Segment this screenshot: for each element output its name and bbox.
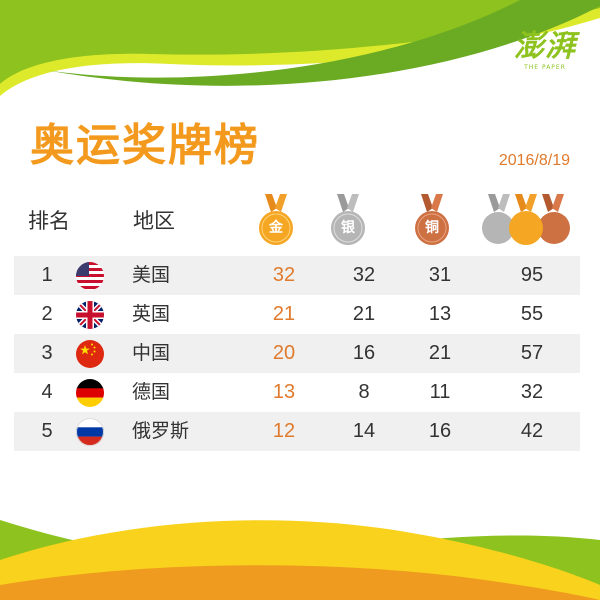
- germany-flag-icon: [76, 379, 104, 407]
- bronze-count: 11: [429, 381, 451, 403]
- silver-count: 21: [352, 303, 376, 325]
- table-row: 3 中国 20 16 21 57: [14, 334, 580, 373]
- total-medals-icon: [478, 192, 574, 248]
- rank-header: 排名: [28, 209, 70, 233]
- silver-medal-label: 银: [341, 220, 355, 236]
- total-count: 55: [520, 303, 544, 325]
- gold-count: 13: [272, 381, 296, 403]
- country-name: 俄罗斯: [132, 420, 190, 442]
- gold-medal-icon: 金: [258, 192, 294, 248]
- total-count: 32: [520, 381, 544, 403]
- country-name: 美国: [132, 264, 171, 286]
- bronze-count: 13: [428, 303, 452, 325]
- bronze-count: 16: [428, 420, 452, 442]
- medal-table: 1 美国 32 32 31: [14, 256, 580, 451]
- russia-flag-icon: [76, 418, 104, 446]
- rank-cell: 2: [41, 303, 53, 325]
- total-count: 57: [520, 342, 544, 364]
- gold-count: 32: [272, 264, 296, 286]
- gold-medal-label: 金: [269, 220, 283, 236]
- region-header: 地区: [133, 209, 175, 233]
- silver-medal-icon: 银: [330, 192, 366, 248]
- total-count: 95: [520, 264, 544, 286]
- bronze-medal-icon: 铜: [414, 192, 450, 248]
- silver-count: 14: [352, 420, 376, 442]
- country-name: 中国: [132, 342, 171, 364]
- rank-cell: 3: [41, 342, 53, 364]
- date-label: 2016/8/19: [498, 152, 570, 169]
- page-title: 奥运奖牌榜: [30, 120, 260, 171]
- total-count: 42: [520, 420, 544, 442]
- gold-count: 21: [272, 303, 296, 325]
- bronze-medal-label: 铜: [425, 220, 439, 236]
- table-row: 5 俄罗斯 12 14 16 42: [14, 412, 580, 451]
- rank-cell: 4: [41, 381, 53, 403]
- china-flag-icon: [76, 340, 104, 368]
- silver-count: 32: [352, 264, 376, 286]
- bronze-count: 21: [428, 342, 452, 364]
- table-row: 2 英国 21 21 13: [14, 295, 580, 334]
- country-name: 英国: [132, 303, 171, 325]
- silver-count: 16: [352, 342, 376, 364]
- bronze-count: 31: [428, 264, 452, 286]
- logo: 澎湃 THE PAPER: [514, 30, 576, 72]
- gold-count: 12: [272, 420, 296, 442]
- rank-cell: 1: [41, 264, 53, 286]
- table-row: 1 美国 32 32 31: [14, 256, 580, 295]
- table-row: 4 德国 13 8 11 32: [14, 373, 580, 412]
- country-name: 德国: [132, 381, 171, 403]
- rank-cell: 5: [41, 420, 53, 442]
- logo-en: THE PAPER: [524, 64, 566, 71]
- us-flag-icon: [76, 262, 104, 290]
- gold-count: 20: [272, 342, 296, 364]
- silver-count: 8: [358, 381, 370, 403]
- uk-flag-icon: [76, 301, 104, 329]
- logo-cn: 澎湃: [514, 29, 576, 64]
